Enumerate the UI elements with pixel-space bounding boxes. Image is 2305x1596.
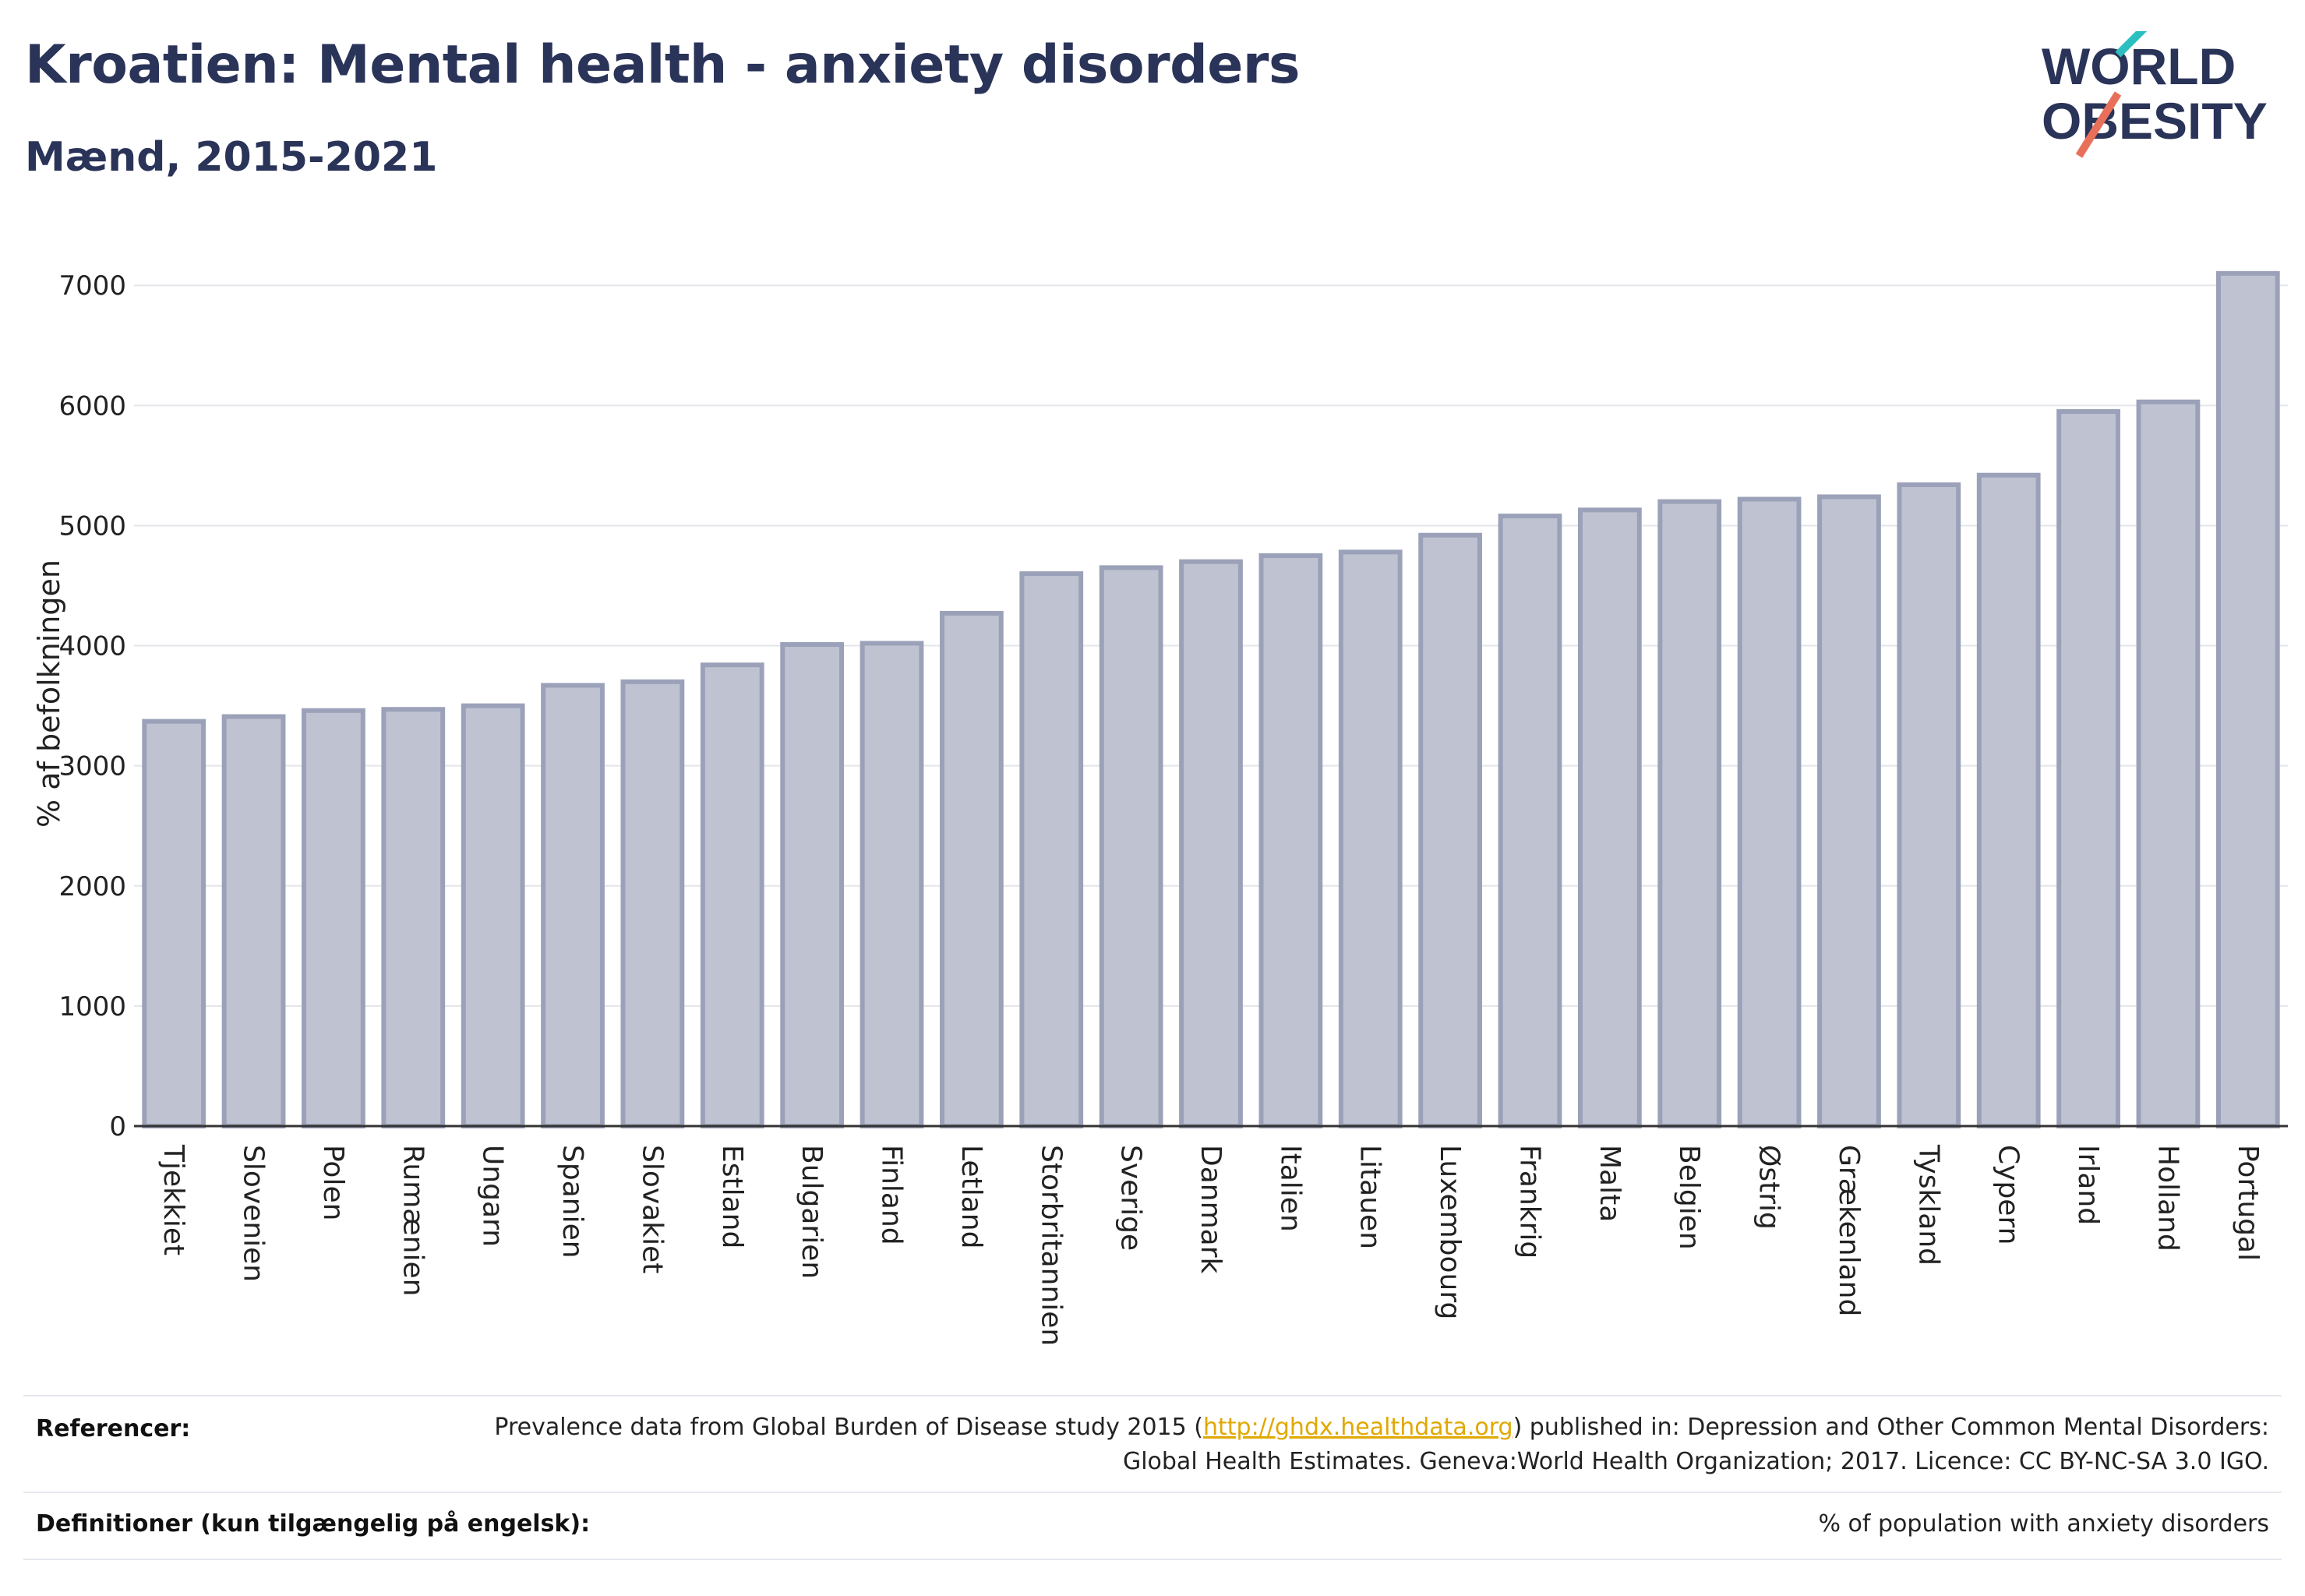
definitions-label: Definitioner (kun tilgængelig på engelsk… xyxy=(36,1510,591,1538)
bar[interactable] xyxy=(142,719,206,1128)
world-obesity-logo: WORLD OBESITY xyxy=(2042,31,2268,158)
bar[interactable] xyxy=(1498,514,1562,1128)
references-link[interactable]: http://ghdx.healthdata.org xyxy=(1202,1414,1513,1441)
logo-line1: WORLD xyxy=(2042,37,2236,95)
y-axis-label: % af befolkningen xyxy=(32,560,66,828)
x-tick-label: Frankrig xyxy=(1513,1145,1545,1259)
bars xyxy=(142,270,2280,1129)
x-tick-label: Portugal xyxy=(2232,1145,2264,1261)
x-tick-label: Cypern xyxy=(1993,1145,2024,1245)
x-axis-ticks: Tjekkiet Slovenien Polen Rumænien Ungarn Span… xyxy=(157,1144,2264,1346)
bar[interactable] xyxy=(302,708,365,1128)
bar[interactable] xyxy=(1099,565,1163,1128)
x-tick-label: Litauen xyxy=(1354,1145,1386,1249)
definitions-row: Definitioner (kun tilgængelig på engelsk… xyxy=(23,1492,2282,1560)
chart-title: Kroatien: Mental health - anxiety disord… xyxy=(25,34,1300,96)
x-tick-label: Italien xyxy=(1274,1145,1306,1232)
bar[interactable] xyxy=(860,641,924,1128)
bar[interactable] xyxy=(620,679,685,1128)
logo-line2: OBESITY xyxy=(2042,92,2268,150)
x-tick-label: Tyskland xyxy=(1912,1144,1944,1266)
x-tick-label: Belgien xyxy=(1673,1145,1705,1250)
y-tick-label: 7000 xyxy=(58,270,126,302)
x-tick-label: Slovakiet xyxy=(636,1145,668,1273)
references-text: Prevalence data from Global Burden of Di… xyxy=(477,1411,2269,1479)
y-tick-label: 4000 xyxy=(58,631,126,662)
references-text-before: Prevalence data from Global Burden of Di… xyxy=(494,1414,1203,1441)
y-axis-ticks: 0 1000 2000 3000 4000 5000 6000 7000 xyxy=(58,270,126,1142)
x-tick-label: Sverige xyxy=(1115,1145,1147,1251)
bar[interactable] xyxy=(1418,532,1482,1128)
x-tick-label: Polen xyxy=(317,1145,349,1220)
references-row: Referencer: Prevalence data from Global … xyxy=(23,1395,2282,1492)
bar[interactable] xyxy=(940,610,1004,1128)
bar[interactable] xyxy=(1179,559,1243,1128)
x-tick-label: Spanien xyxy=(556,1145,588,1259)
chart-subtitle: Mænd, 2015-2021 xyxy=(25,134,438,181)
x-tick-label: Malta xyxy=(1594,1145,1626,1222)
x-tick-label: Tjekkiet xyxy=(157,1144,189,1255)
logo-accent-coral xyxy=(2075,91,2122,158)
x-tick-label: Grækenland xyxy=(1833,1145,1865,1316)
x-tick-label: Danmark xyxy=(1195,1145,1227,1274)
x-tick-label: Bulgarien xyxy=(796,1145,828,1279)
x-tick-label: Letland xyxy=(955,1145,987,1248)
bar-chart: 0 1000 2000 3000 4000 5000 6000 7000 Tjekkiet Sl… xyxy=(32,270,2288,1346)
bar[interactable] xyxy=(1577,507,1642,1128)
x-tick-label: Rumænien xyxy=(397,1145,429,1296)
x-tick-label: Holland xyxy=(2151,1145,2183,1252)
bar[interactable] xyxy=(381,707,446,1128)
bar[interactable] xyxy=(541,683,605,1128)
bar[interactable] xyxy=(1976,472,2041,1128)
bar[interactable] xyxy=(1338,549,1403,1128)
y-tick-label: 2000 xyxy=(58,871,126,902)
bar[interactable] xyxy=(1019,571,1084,1128)
bar[interactable] xyxy=(221,714,286,1128)
definitions-text: % of population with anxiety disorders xyxy=(1818,1510,2269,1538)
references-label: Referencer: xyxy=(36,1415,191,1442)
bar[interactable] xyxy=(1817,494,1881,1128)
bar[interactable] xyxy=(461,703,525,1128)
bar[interactable] xyxy=(1897,482,1961,1128)
x-tick-label: Slovenien xyxy=(238,1145,270,1282)
bar[interactable] xyxy=(2056,409,2120,1128)
bar[interactable] xyxy=(1737,496,1802,1128)
bar[interactable] xyxy=(780,642,845,1128)
logo-accent-teal xyxy=(2115,31,2148,58)
bar[interactable] xyxy=(1258,553,1323,1128)
y-tick-label: 5000 xyxy=(58,510,126,542)
bar[interactable] xyxy=(700,662,764,1128)
bar[interactable] xyxy=(1657,499,1722,1128)
x-tick-label: Storbritannien xyxy=(1035,1145,1067,1346)
references-text-after: ) published in: Depression and Other Com… xyxy=(1122,1414,2269,1475)
bar[interactable] xyxy=(2136,399,2201,1128)
y-tick-label: 6000 xyxy=(58,390,126,422)
y-tick-label: 3000 xyxy=(58,751,126,782)
x-tick-label: Finland xyxy=(876,1145,908,1245)
x-tick-label: Østrig xyxy=(1753,1145,1785,1230)
bar[interactable] xyxy=(2215,270,2280,1129)
x-tick-label: Estland xyxy=(716,1145,748,1248)
x-tick-label: Luxembourg xyxy=(1434,1145,1466,1319)
y-tick-label: 0 xyxy=(109,1111,126,1142)
x-tick-label: Ungarn xyxy=(477,1145,509,1247)
y-tick-label: 1000 xyxy=(58,991,126,1022)
x-tick-label: Irland xyxy=(2072,1145,2104,1225)
